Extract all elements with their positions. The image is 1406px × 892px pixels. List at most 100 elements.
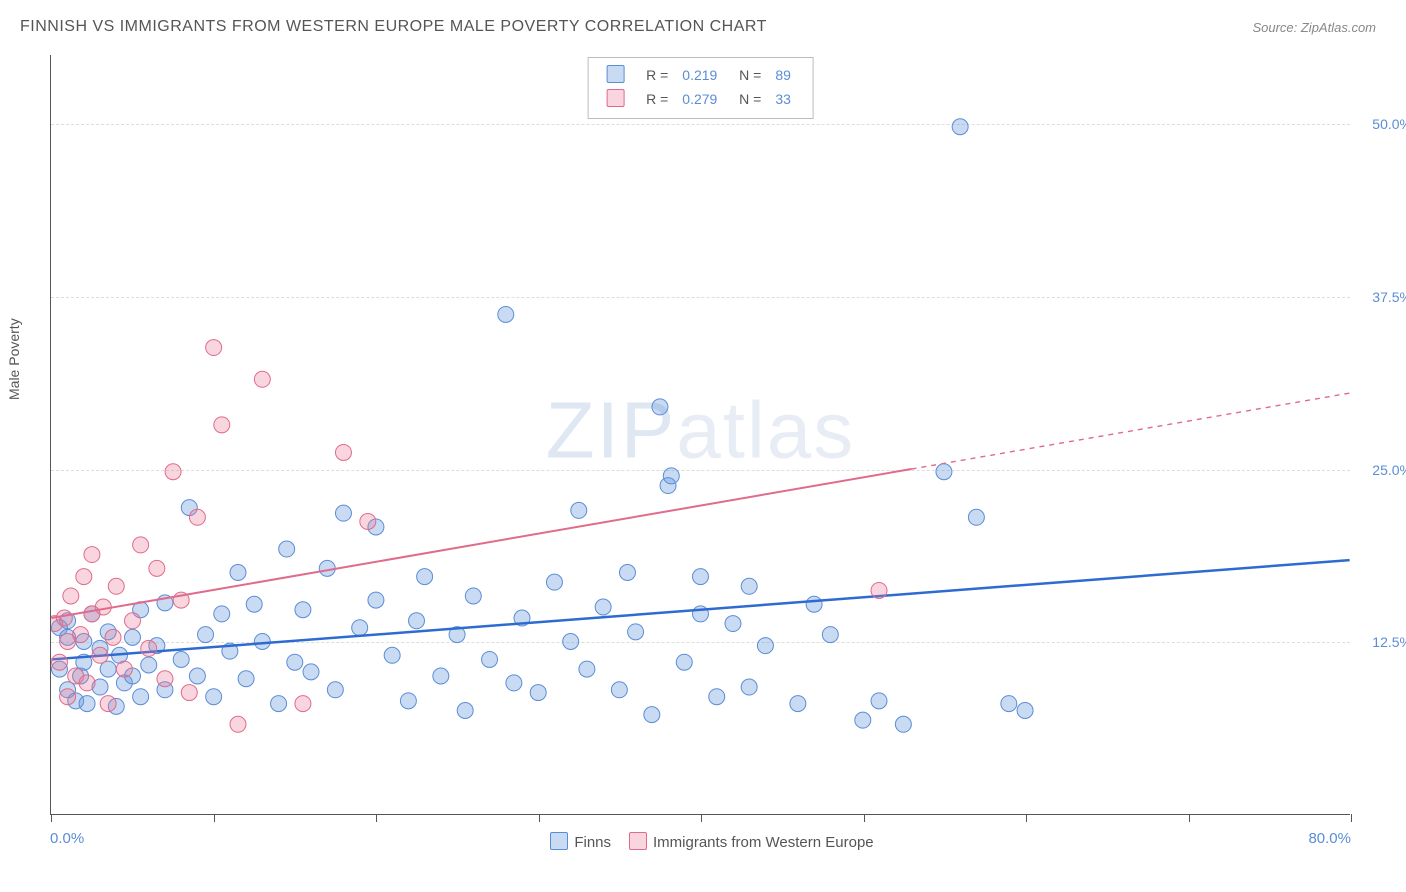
x-tick [1026,814,1027,822]
legend-swatch [550,832,568,850]
scatter-point [125,629,141,645]
scatter-point [63,588,79,604]
scatter-point [303,664,319,680]
scatter-point [79,675,95,691]
scatter-point [79,696,95,712]
scatter-point [254,371,270,387]
scatter-point [254,634,270,650]
trend-line-dashed [911,393,1349,469]
stat-r-value: 0.219 [676,64,723,86]
scatter-point [95,599,111,615]
legend-label: Immigrants from Western Europe [653,834,874,851]
scatter-point [141,657,157,673]
scatter-point [189,509,205,525]
x-tick [539,814,540,822]
y-axis-label: Male Poverty [6,318,22,400]
scatter-point [335,505,351,521]
scatter-point [465,588,481,604]
y-tick-label: 37.5% [1372,289,1406,305]
x-tick [214,814,215,822]
scatter-point [563,634,579,650]
stat-n-value: 89 [769,64,797,86]
scatter-point [417,569,433,585]
scatter-point [652,399,668,415]
y-tick-label: 25.0% [1372,462,1406,478]
scatter-point [757,638,773,654]
legend-swatch [606,65,624,83]
scatter-point [105,629,121,645]
scatter-point [546,574,562,590]
scatter-point [663,468,679,484]
scatter-point [790,696,806,712]
scatter-point [579,661,595,677]
scatter-point [709,689,725,705]
stat-r-value: 0.279 [676,88,723,110]
scatter-point [855,712,871,728]
y-tick-label: 50.0% [1372,116,1406,132]
scatter-point [189,668,205,684]
scatter-point [741,578,757,594]
scatter-point [335,444,351,460]
scatter-point [230,565,246,581]
scatter-point [295,602,311,618]
scatter-point [73,627,89,643]
x-tick [701,814,702,822]
scatter-point [230,716,246,732]
scatter-svg [51,55,1350,814]
scatter-point [271,696,287,712]
bottom-legend: Finns Immigrants from Western Europe [0,832,1406,851]
scatter-point [871,582,887,598]
scatter-point [806,596,822,612]
scatter-point [895,716,911,732]
scatter-point [571,502,587,518]
scatter-point [433,668,449,684]
scatter-point [693,569,709,585]
scatter-point [214,417,230,433]
scatter-point [149,560,165,576]
y-tick-label: 12.5% [1372,634,1406,650]
scatter-point [133,537,149,553]
scatter-point [60,689,76,705]
scatter-point [936,464,952,480]
scatter-point [741,679,757,695]
scatter-point [84,547,100,563]
scatter-point [181,685,197,701]
scatter-point [287,654,303,670]
scatter-point [125,613,141,629]
scatter-point [206,689,222,705]
scatter-point [157,671,173,687]
scatter-point [206,340,222,356]
scatter-point [498,306,514,322]
scatter-point [1001,696,1017,712]
scatter-point [165,464,181,480]
scatter-point [506,675,522,691]
scatter-point [352,620,368,636]
scatter-point [100,696,116,712]
chart-title: FINNISH VS IMMIGRANTS FROM WESTERN EUROP… [20,18,767,36]
scatter-point [116,661,132,677]
scatter-point [595,599,611,615]
scatter-point [530,685,546,701]
scatter-point [133,689,149,705]
scatter-point [482,651,498,667]
scatter-point [173,651,189,667]
scatter-point [644,707,660,723]
correlation-stat-box: R =0.219 N =89R =0.279 N =33 [587,57,814,119]
scatter-point [1017,703,1033,719]
x-tick [864,814,865,822]
scatter-point [76,569,92,585]
scatter-point [968,509,984,525]
stat-r-label: R = [640,64,674,86]
scatter-point [360,513,376,529]
legend-swatch [606,89,624,107]
legend-label: Finns [574,834,611,851]
scatter-point [611,682,627,698]
scatter-point [51,654,67,670]
scatter-point [384,647,400,663]
scatter-point [628,624,644,640]
scatter-point [246,596,262,612]
scatter-point [619,565,635,581]
scatter-point [238,671,254,687]
stat-row: R =0.219 N =89 [600,64,797,86]
scatter-point [198,627,214,643]
